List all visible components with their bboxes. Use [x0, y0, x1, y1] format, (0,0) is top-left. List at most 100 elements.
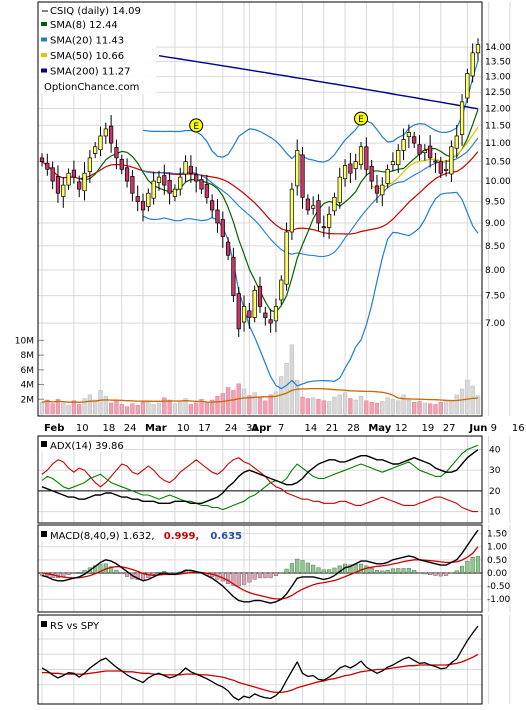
macd-hist-bar-72 [422, 572, 427, 575]
candle-29 [194, 166, 199, 193]
macd-hist-bar-38 [241, 572, 247, 585]
candle-body-22 [156, 176, 162, 184]
adx-title: ADX(14) 39.86 [50, 441, 124, 452]
macd-hist-bar-60 [358, 563, 364, 574]
candle-76 [443, 159, 449, 177]
candle-body-1 [45, 162, 50, 170]
adx-plus-di-line [41, 444, 479, 511]
candle-48 [295, 139, 300, 196]
candle-body-27 [183, 161, 188, 175]
macd-hist-bar-42 [263, 572, 268, 579]
macd-hist-bar-5 [66, 572, 71, 575]
candle-body-28 [188, 165, 193, 174]
macd-hist-bar-62 [369, 568, 374, 574]
candle-body-78 [454, 135, 459, 149]
volume-bar-7 [77, 404, 82, 415]
macd-hist-bar-24 [167, 572, 172, 574]
volume-bar-1 [45, 399, 50, 415]
candle-body-12 [103, 128, 108, 137]
volume-bar-71 [417, 401, 422, 415]
candle-81 [470, 43, 475, 83]
bollinger-lower-band [142, 191, 479, 390]
macd-hist-value: 0.635 [210, 531, 242, 542]
macd-hist-bar-40 [252, 572, 257, 580]
volume-bar-38 [241, 388, 247, 415]
macd-hist-bar-46 [284, 568, 289, 574]
macd-hist-bar-73 [428, 572, 433, 575]
volume-y-label-0: 10M [15, 336, 34, 346]
svg-text:MACD(8,40,9) 1.632, 0.: MACD(8,40,9) 1.632, 0.999, 0.635 [50, 531, 242, 542]
price-y-tick-8: 10.00 [485, 177, 511, 187]
candle-75 [438, 156, 443, 179]
volume-bar-80 [465, 379, 470, 415]
candle-body-8 [82, 172, 87, 192]
candle-8 [82, 162, 87, 201]
x-label-1: 10 [76, 423, 89, 434]
candle-body-70 [412, 136, 417, 144]
candle-body-73 [428, 145, 433, 159]
macd-hist-bar-14 [114, 569, 119, 574]
rs-grid [38, 615, 511, 704]
macd-title: MACD(8,40,9) 1.632, [50, 531, 155, 542]
legend-swatch-0 [41, 22, 47, 26]
macd-hist-bar-79 [459, 565, 465, 574]
macd-hist-bar-64 [380, 570, 385, 574]
adx-panel: 40 30 20 10 ADX(14) 39.86 [37, 435, 511, 524]
candle-40 [252, 285, 257, 323]
candle-body-74 [433, 160, 438, 163]
candle-41 [257, 276, 263, 313]
candle-body-13 [109, 125, 114, 144]
candle-51 [311, 196, 316, 215]
macd-hist-bar-22 [156, 571, 162, 574]
candle-body-39 [247, 310, 252, 318]
candle-19 [140, 193, 146, 222]
candle-47 [289, 182, 295, 241]
price-y-tick-13: 7.50 [485, 292, 505, 302]
volume-bar-82 [475, 395, 481, 415]
moving-average-red-line [41, 151, 479, 235]
candle-0 [39, 153, 45, 167]
volume-bar-76 [443, 400, 449, 415]
candle-65 [385, 164, 390, 189]
candle-43 [268, 308, 273, 333]
earnings-marker-1 [354, 111, 369, 126]
macd-hist-bar-43 [268, 572, 273, 579]
candle-body-42 [263, 312, 268, 318]
bollinger-upper-band [142, 60, 479, 163]
macd-hist-bar-45 [279, 572, 284, 574]
candle-25 [172, 184, 178, 202]
candle-body-80 [465, 73, 470, 99]
candle-body-76 [443, 168, 449, 171]
sma200-line [158, 55, 479, 110]
macd-hist-bar-47 [289, 563, 294, 574]
candle-body-46 [284, 231, 289, 285]
macd-y-tick-5: -1.00 [487, 595, 511, 605]
candle-16 [124, 158, 130, 188]
x-label-9: Apr [251, 423, 271, 434]
volume-y-label-1: 8M [21, 351, 35, 361]
candle-body-56 [337, 176, 342, 203]
macd-hist-bar-53 [321, 569, 326, 574]
macd-hist-bar-77 [449, 572, 454, 574]
price-y-tick-11: 8.50 [485, 242, 505, 252]
macd-hist-bar-25 [172, 572, 177, 574]
rs-title: RS vs SPY [50, 621, 100, 632]
x-label-4: Mar [145, 423, 167, 434]
x-label-16: 19 [422, 423, 435, 434]
candle-body-24 [167, 179, 172, 194]
candle-53 [321, 215, 326, 238]
volume-bar-17 [130, 403, 135, 415]
candle-14 [114, 139, 119, 170]
candle-27 [183, 155, 188, 183]
earnings-marker-label-1: E [358, 115, 364, 125]
volume-bar-23 [162, 397, 167, 415]
volume-bar-8 [82, 398, 87, 415]
adx-y-tick-2: 20 [489, 487, 501, 497]
candle-body-61 [364, 146, 369, 170]
adx-y-tick-1: 30 [489, 466, 501, 476]
macd-y-tick-3: 0.00 [487, 569, 507, 579]
candle-body-2 [50, 167, 55, 182]
candle-66 [390, 152, 396, 172]
price-candles [39, 38, 481, 337]
price-y-tick-9: 9.50 [485, 198, 505, 208]
